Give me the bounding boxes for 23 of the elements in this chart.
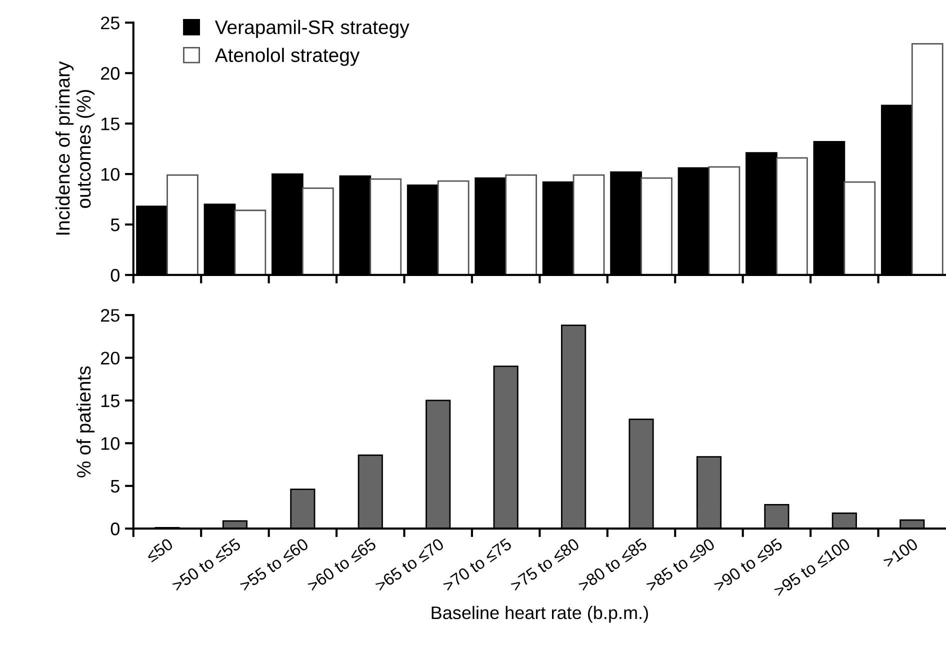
y-tick-label: 0 [110, 522, 120, 536]
x-tick-label: ≤50 [145, 538, 174, 563]
y-tick-label: 5 [110, 480, 120, 493]
x-tick-label: >85 to ≤90 [645, 538, 716, 592]
y-axis-title: % of patients [76, 366, 95, 478]
y-tick-label: 10 [101, 437, 120, 450]
legend-label: Atenolol strategy [214, 48, 360, 66]
x-tick-label: >55 to ≤60 [238, 538, 310, 592]
y-tick-label: 15 [101, 118, 120, 130]
y-tick-label: 15 [101, 394, 120, 408]
y-tick-label: 20 [101, 352, 120, 365]
y-tick-label: 10 [101, 168, 120, 181]
y-axis-title: Incidence of primary outcomes (%) [55, 61, 95, 235]
y-tick-label: 0 [110, 268, 120, 282]
y-tick-label: 5 [110, 218, 120, 232]
x-tick-label: >100 [882, 538, 919, 568]
y-tick-label: 20 [101, 67, 120, 80]
x-axis-title: Baseline heart rate (b.p.m.) [432, 606, 648, 623]
x-tick-label: >60 to ≤65 [306, 538, 377, 592]
x-tick-label: >50 to ≤55 [171, 538, 242, 592]
legend-label: Verapamil-SR strategy [214, 20, 410, 38]
y-tick-label: 25 [101, 16, 120, 30]
y-tick-label: 25 [101, 309, 120, 322]
